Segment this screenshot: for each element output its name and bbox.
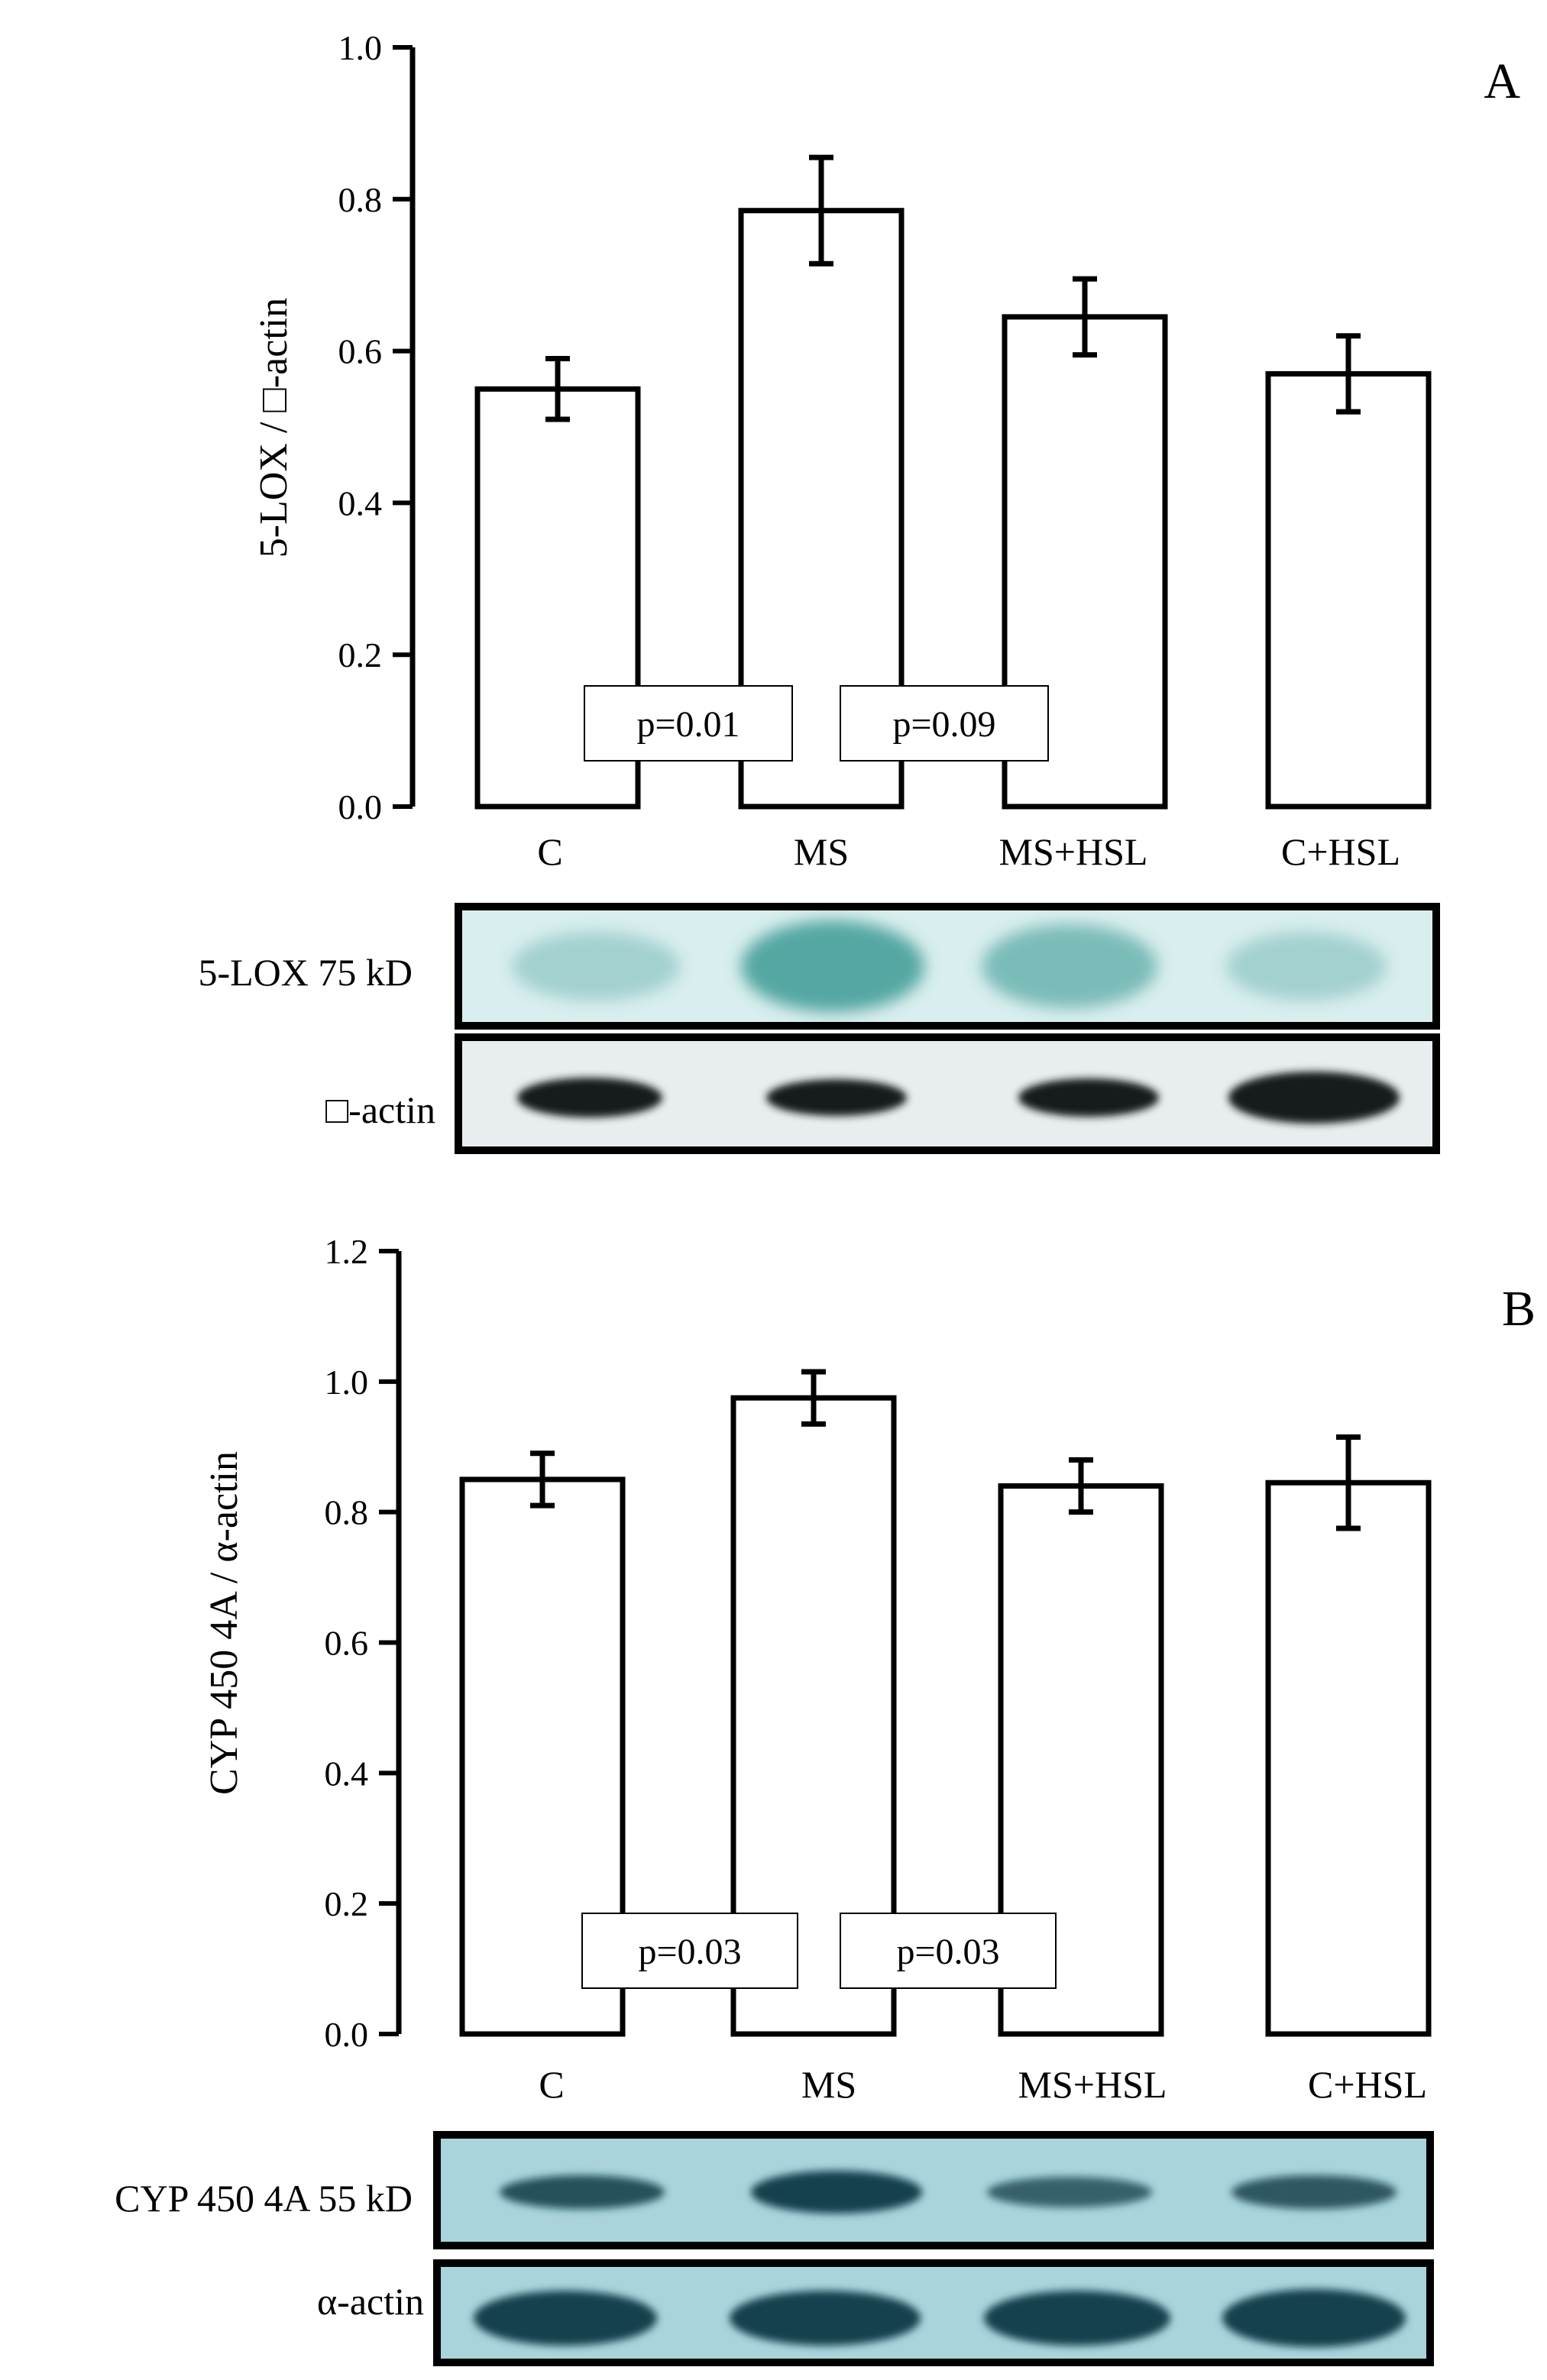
blot-a2-label: □-actin bbox=[325, 1088, 435, 1131]
bar bbox=[1265, 1479, 1432, 2037]
panel-b-letter: B bbox=[1502, 1281, 1536, 1337]
panel-b-chart: B 0.0 0.2 0.4 0.6 0.8 1.0 1.2 CYP 450 4A / α-a… bbox=[202, 1232, 1536, 2106]
blot-b2-bands bbox=[474, 2289, 1406, 2347]
y-tick-label: 0.4 bbox=[325, 1754, 369, 1793]
blot-band bbox=[982, 924, 1157, 1008]
y-tick-label: 0.2 bbox=[325, 1884, 369, 1923]
p-value-box bbox=[840, 1913, 1057, 1989]
y-tick-label: 0.4 bbox=[338, 483, 383, 522]
panel-b-annotations: p=0.03 p=0.03 bbox=[581, 1913, 1057, 1989]
p-value-box bbox=[581, 1913, 798, 1989]
blot-band bbox=[1226, 932, 1387, 1001]
y-tick-label: 0.0 bbox=[325, 2015, 369, 2054]
blot-band bbox=[500, 2175, 665, 2209]
y-tick-label: 0.2 bbox=[338, 635, 383, 674]
p-value-label: p=0.03 bbox=[896, 1932, 999, 1972]
blot-b2-label: α-actin bbox=[317, 2280, 424, 2323]
category-label: MS+HSL bbox=[999, 830, 1148, 873]
p-value-label: p=0.01 bbox=[636, 704, 740, 745]
category-label: C+HSL bbox=[1308, 2063, 1427, 2106]
blot-b2-frame bbox=[433, 2259, 1434, 2366]
p-value-box bbox=[840, 685, 1049, 762]
category-label: C bbox=[537, 830, 562, 873]
p-value-box bbox=[584, 685, 793, 762]
panel-a-y-ticks: 0.0 0.2 0.4 0.6 0.8 1.0 bbox=[338, 28, 413, 826]
y-tick-label: 0.6 bbox=[325, 1624, 369, 1663]
blot-a1-frame bbox=[455, 903, 1440, 1030]
y-tick-label: 1.0 bbox=[338, 28, 383, 67]
panel-a-blots: 5-LOX 75 kD □-actin bbox=[198, 903, 1440, 1154]
blot-a2-frame bbox=[455, 1033, 1440, 1154]
blot-band bbox=[984, 2291, 1170, 2346]
blot-a2-bands bbox=[517, 1072, 1400, 1124]
panel-b-blots: CYP 450 4A 55 kD α-actin bbox=[115, 2131, 1434, 2366]
panel-a-letter: A bbox=[1484, 53, 1520, 109]
blot-band bbox=[1231, 2175, 1397, 2209]
y-tick-label: 1.2 bbox=[325, 1232, 369, 1271]
category-label: MS bbox=[794, 830, 849, 873]
panel-b-y-ticks: 0.0 0.2 0.4 0.6 0.8 1.0 1.2 bbox=[325, 1232, 399, 2054]
panel-a-chart: A 0.0 0.2 0.4 0.6 0.8 1.0 5-LOX / □-actin C MS… bbox=[252, 28, 1520, 873]
panel-b-y-axis-label: CYP 450 4A / α-actin bbox=[202, 1451, 246, 1795]
blot-a1-bands bbox=[512, 920, 1387, 1012]
blot-band bbox=[766, 1079, 907, 1116]
blot-band bbox=[730, 2291, 921, 2346]
blot-band bbox=[751, 2171, 922, 2213]
category-label: MS bbox=[801, 2063, 856, 2106]
panel-a-category-labels: C MS MS+HSL C+HSL bbox=[537, 830, 1400, 873]
y-tick-label: 0.8 bbox=[338, 180, 383, 219]
category-label: C+HSL bbox=[1281, 830, 1400, 873]
y-tick-label: 0.6 bbox=[338, 332, 383, 371]
blot-band bbox=[474, 2291, 657, 2346]
category-label: C bbox=[539, 2063, 564, 2106]
panel-a-y-axis-label: 5-LOX / □-actin bbox=[252, 298, 296, 558]
panel-a-annotations: p=0.01 p=0.09 bbox=[584, 685, 1049, 762]
category-label: MS+HSL bbox=[1018, 2063, 1167, 2106]
panel-a-error-bars bbox=[545, 154, 1361, 422]
blot-band bbox=[512, 932, 680, 1001]
blot-b1-label: CYP 450 4A 55 kD bbox=[115, 2177, 413, 2220]
blot-band bbox=[1228, 1072, 1400, 1124]
y-tick-label: 1.0 bbox=[325, 1363, 369, 1402]
blot-band bbox=[517, 1078, 662, 1117]
blot-b1-bands bbox=[500, 2171, 1397, 2213]
blot-band bbox=[987, 2177, 1152, 2207]
y-tick-label: 0.8 bbox=[325, 1493, 369, 1532]
panel-b-category-labels: C MS MS+HSL C+HSL bbox=[539, 2063, 1427, 2106]
panel-b-error-bars bbox=[530, 1369, 1361, 1531]
blot-band bbox=[1222, 2289, 1406, 2347]
p-value-label: p=0.09 bbox=[892, 704, 995, 745]
p-value-label: p=0.03 bbox=[638, 1932, 741, 1972]
blot-b1-frame bbox=[433, 2131, 1434, 2249]
blot-band bbox=[1018, 1078, 1159, 1117]
bar bbox=[1265, 370, 1432, 810]
y-tick-label: 0.0 bbox=[338, 787, 383, 826]
blot-a1-label: 5-LOX 75 kD bbox=[198, 951, 413, 994]
blot-band bbox=[741, 920, 924, 1012]
